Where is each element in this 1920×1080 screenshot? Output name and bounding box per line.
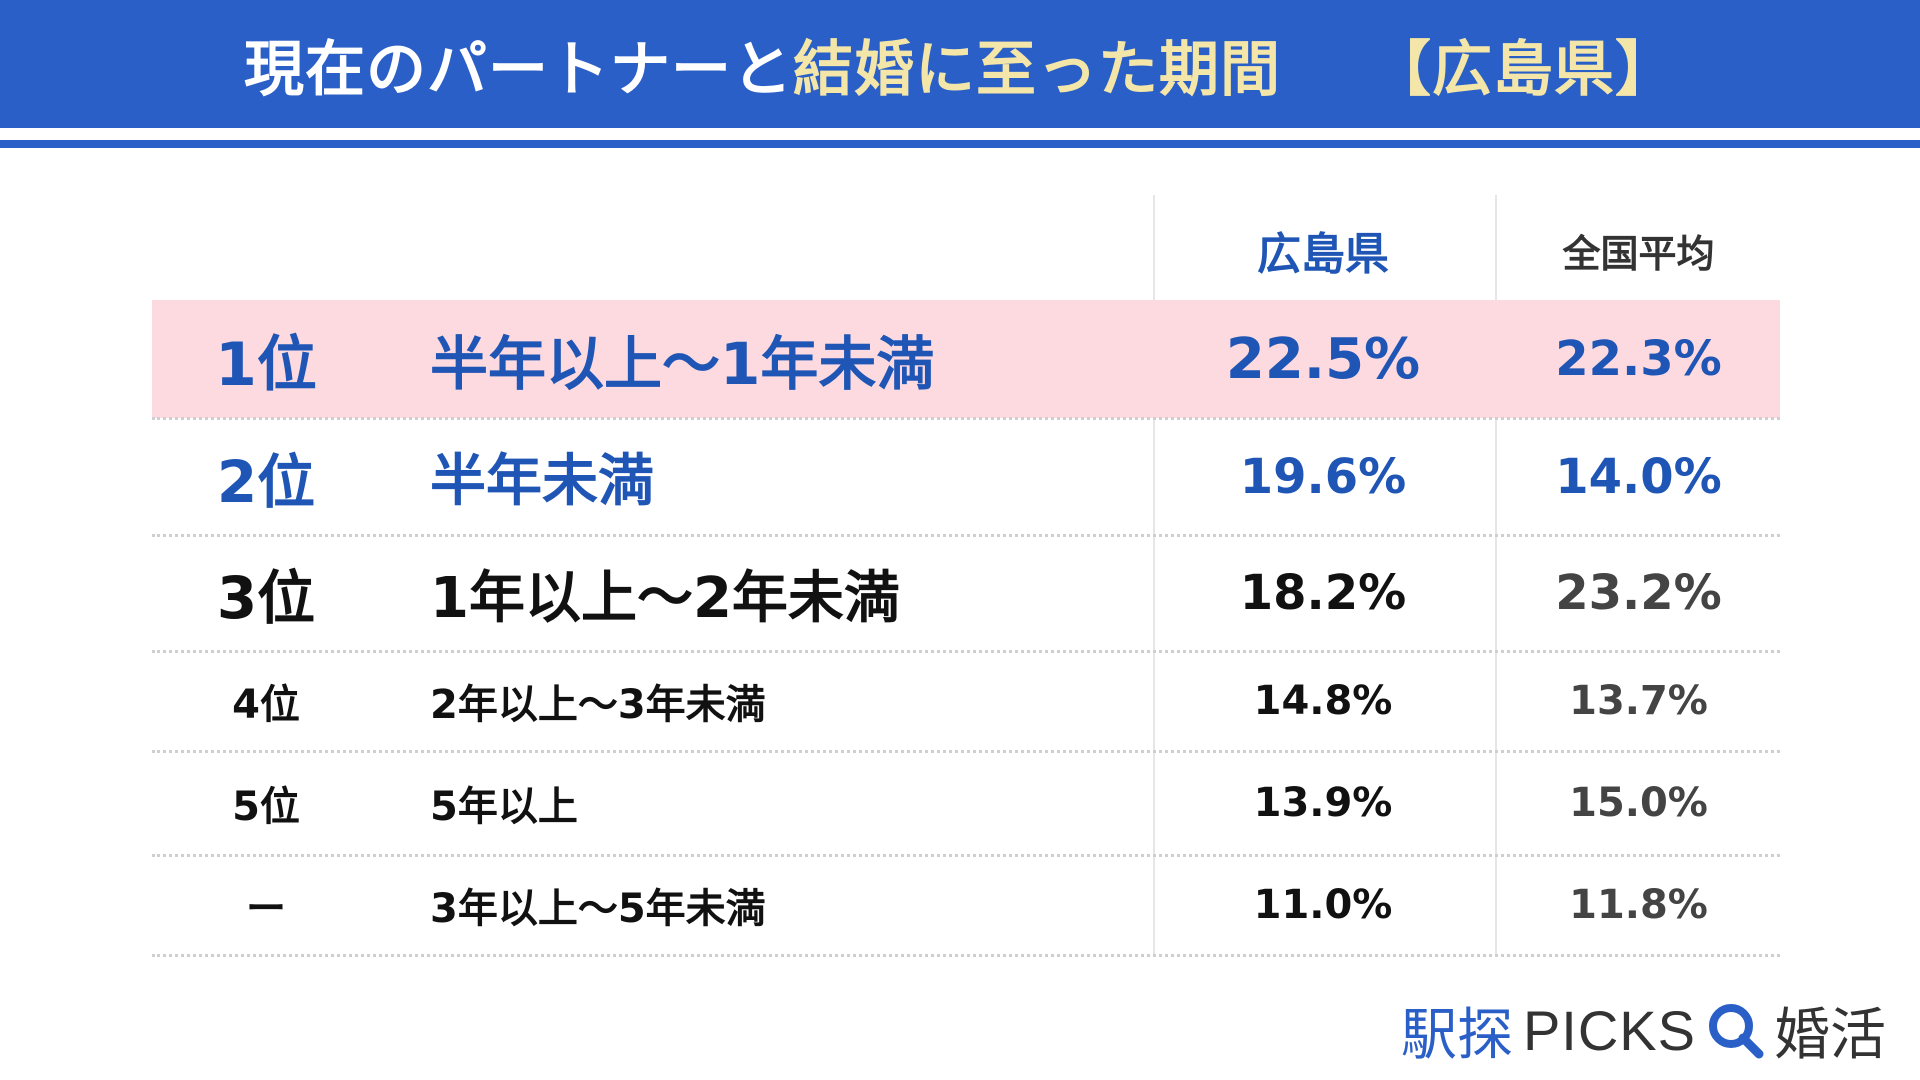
highlight-row-background — [152, 300, 1780, 418]
row-separator — [152, 650, 1780, 653]
title-part3-prefecture: 【広島県】 — [1371, 34, 1676, 105]
page-title: 現在のパートナーと 結婚に至った期間 【広島県】 — [0, 0, 1920, 128]
prefecture-value: 22.5% — [1225, 326, 1421, 392]
prefecture-value: 19.6% — [1239, 448, 1407, 505]
logo-text-konkatsu: 婚活 — [1774, 1002, 1886, 1068]
rank-cell: ー — [246, 886, 286, 932]
column-divider-1 — [1153, 195, 1155, 955]
title-banner — [0, 0, 1920, 128]
period-label: 3年以上〜5年未満 — [430, 886, 766, 932]
period-label: 半年未満 — [430, 449, 654, 514]
prefecture-value: 18.2% — [1239, 565, 1407, 621]
national-value: 14.0% — [1555, 448, 1722, 505]
national-value: 11.8% — [1569, 882, 1708, 928]
national-value: 23.2% — [1555, 565, 1722, 621]
search-magnifier-icon — [1709, 1004, 1764, 1059]
title-part1: 現在のパートナーと — [244, 34, 793, 105]
row-separator — [152, 417, 1780, 420]
national-value: 13.7% — [1569, 678, 1708, 724]
national-value: 22.3% — [1555, 331, 1722, 387]
rank-cell: 1位 — [215, 329, 317, 400]
rank-cell: 5位 — [232, 784, 300, 830]
row-separator — [152, 750, 1780, 753]
column-divider-2 — [1495, 195, 1497, 955]
period-label: 2年以上〜3年未満 — [430, 682, 766, 728]
prefecture-value: 14.8% — [1253, 678, 1393, 724]
rank-cell: 3位 — [216, 564, 316, 632]
logo-text-picks: PICKS — [1522, 998, 1696, 1062]
brand-logo: 駅探 PICKS 婚活 — [1401, 995, 1886, 1068]
period-label: 1年以上〜2年未満 — [430, 565, 900, 631]
row-separator — [152, 534, 1780, 537]
period-label: 半年以上〜1年未満 — [430, 330, 935, 398]
title-underline — [0, 140, 1920, 148]
title-part2-highlight: 結婚に至った期間 — [793, 34, 1281, 105]
logo-text-ekitan: 駅探 — [1400, 1002, 1513, 1068]
prefecture-value: 13.9% — [1253, 780, 1393, 826]
period-label: 5年以上 — [430, 784, 578, 830]
row-separator — [152, 854, 1780, 857]
column-header-prefecture: 広島県 — [1257, 229, 1389, 280]
national-value: 15.0% — [1569, 780, 1708, 826]
column-header-national: 全国平均 — [1562, 231, 1715, 276]
prefecture-value: 11.0% — [1253, 882, 1393, 928]
row-separator — [152, 954, 1780, 957]
rank-cell: 2位 — [216, 447, 316, 516]
rank-cell: 4位 — [232, 682, 300, 728]
